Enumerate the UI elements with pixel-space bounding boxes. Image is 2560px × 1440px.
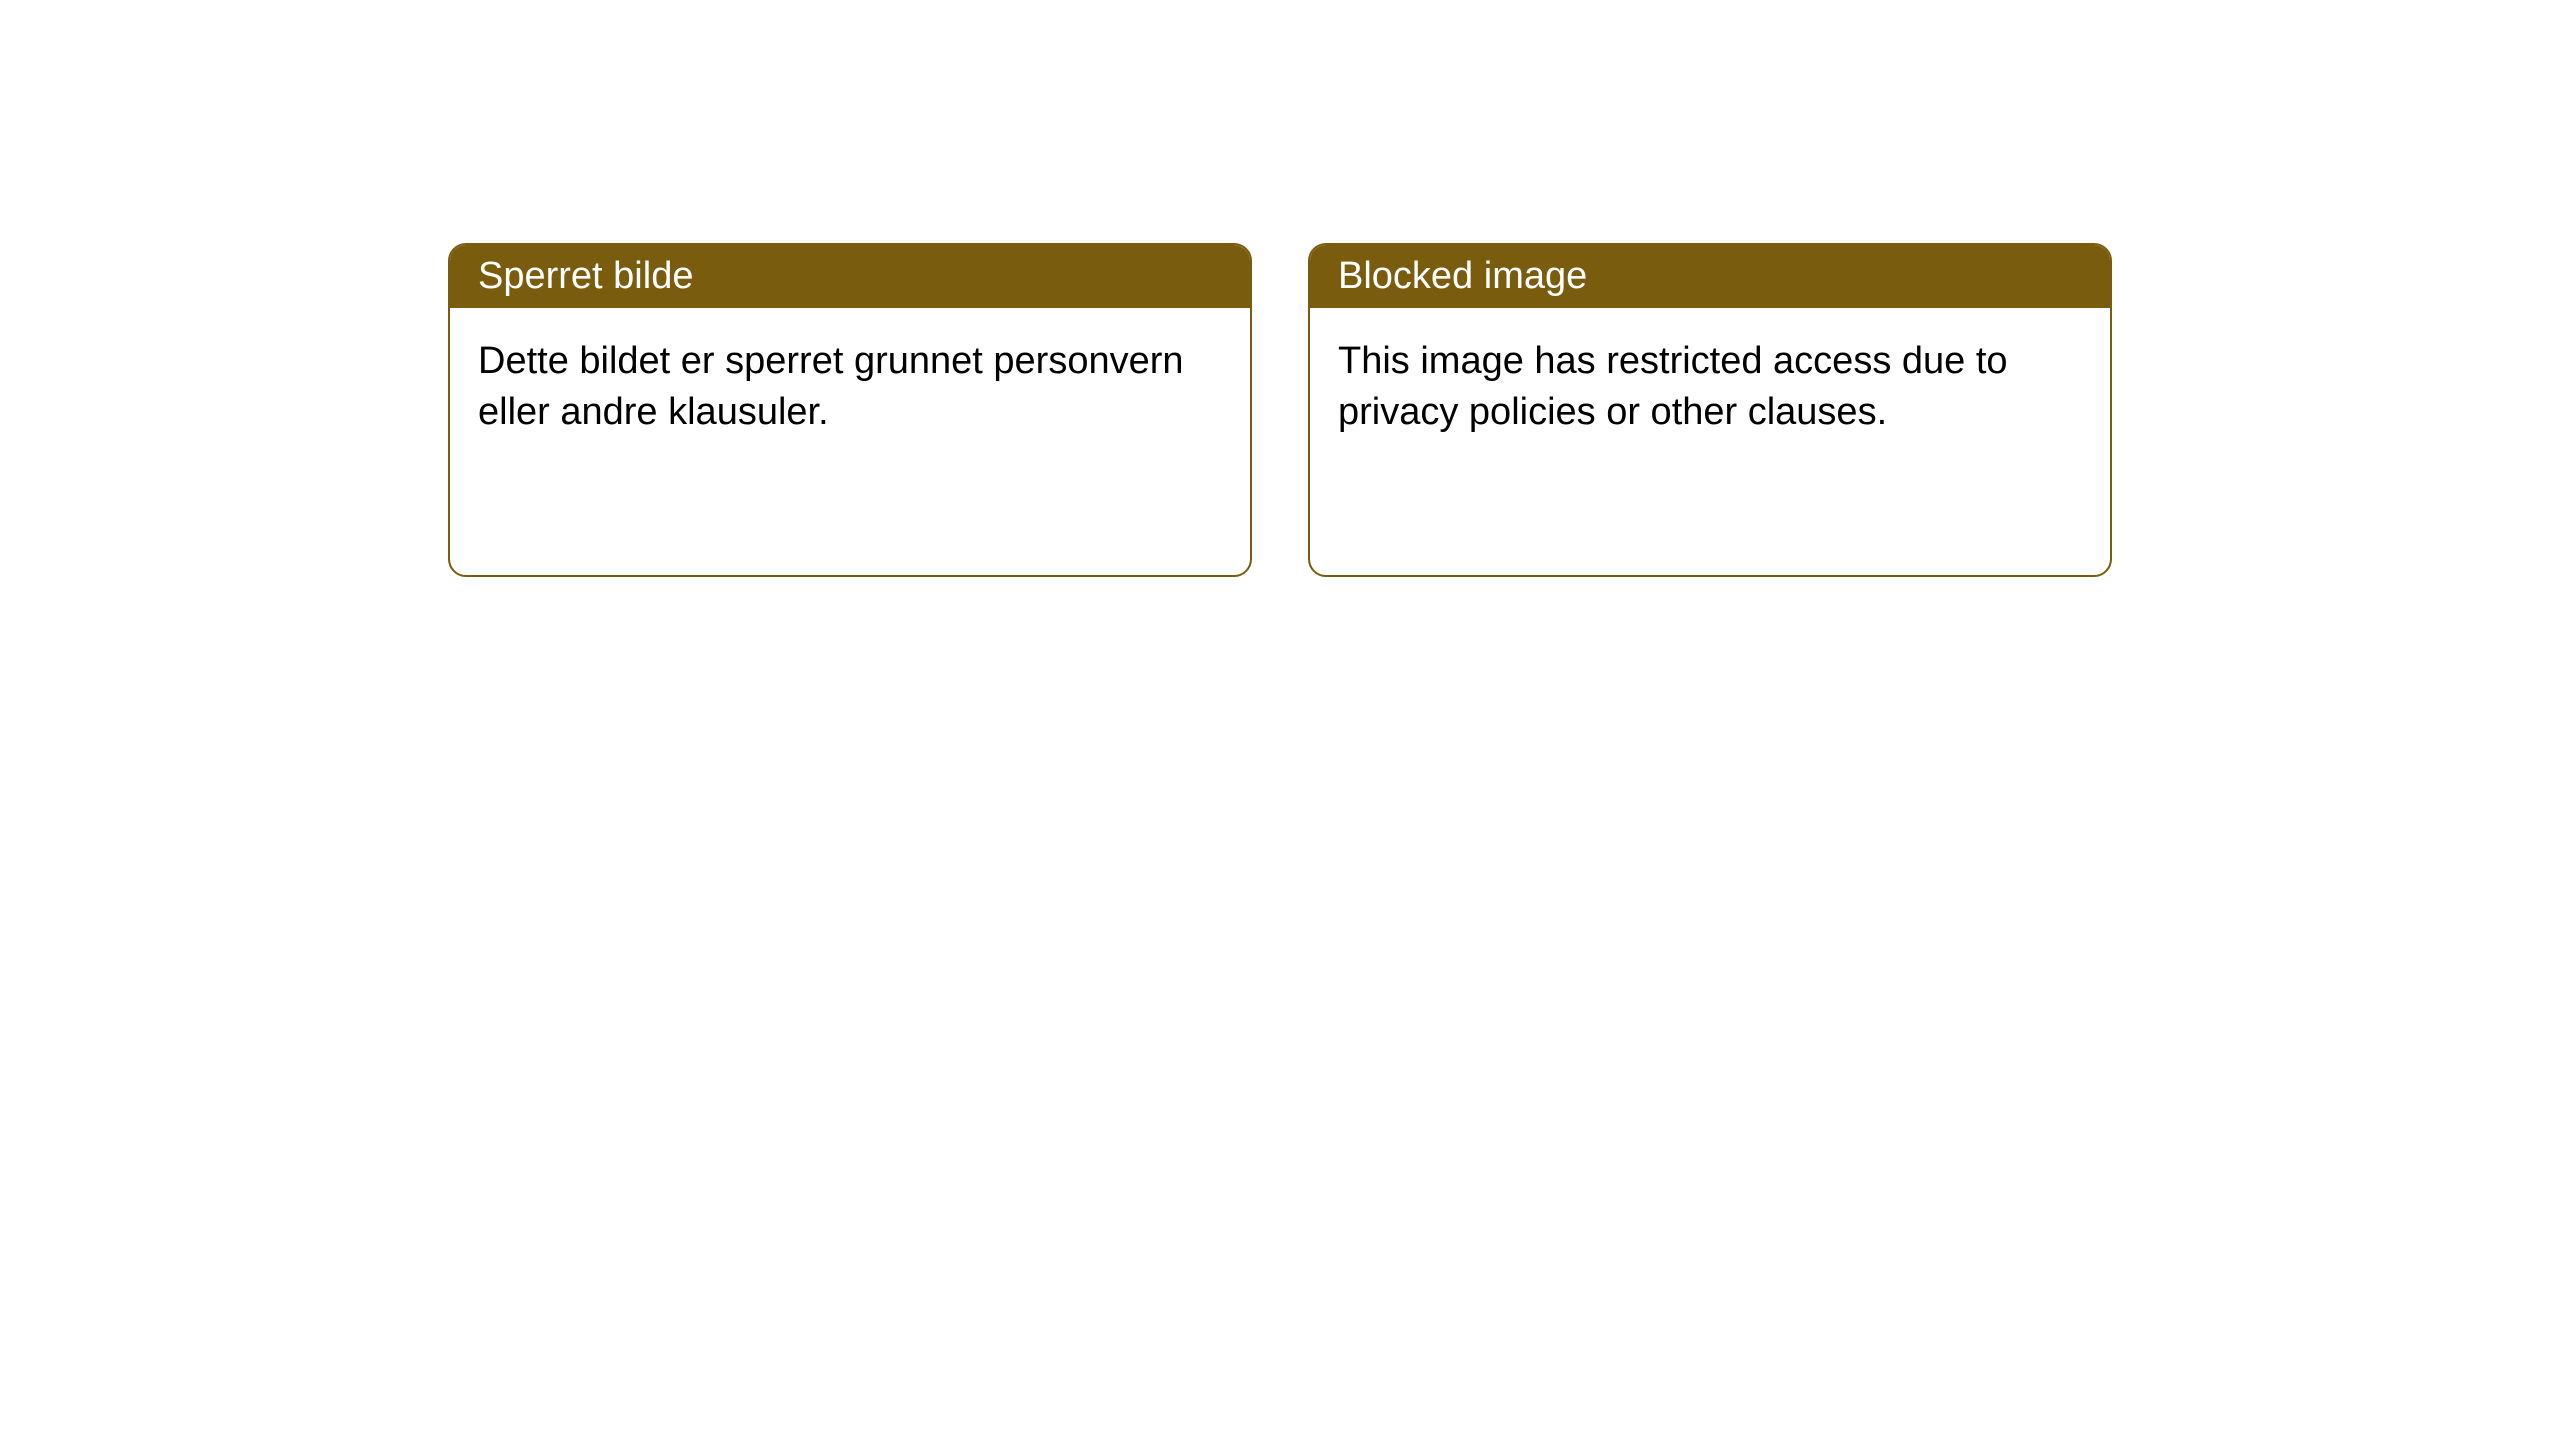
notice-message: This image has restricted access due to … xyxy=(1338,340,2008,433)
notice-header-english: Blocked image xyxy=(1310,245,2110,308)
notice-box-norwegian: Sperret bilde Dette bildet er sperret gr… xyxy=(448,243,1252,577)
notice-message: Dette bildet er sperret grunnet personve… xyxy=(478,340,1184,433)
notice-box-english: Blocked image This image has restricted … xyxy=(1308,243,2112,577)
notices-container: Sperret bilde Dette bildet er sperret gr… xyxy=(448,243,2112,577)
notice-body-english: This image has restricted access due to … xyxy=(1310,308,2110,467)
notice-title: Blocked image xyxy=(1338,255,1587,297)
notice-body-norwegian: Dette bildet er sperret grunnet personve… xyxy=(450,308,1250,467)
notice-title: Sperret bilde xyxy=(478,255,693,297)
notice-header-norwegian: Sperret bilde xyxy=(450,245,1250,308)
